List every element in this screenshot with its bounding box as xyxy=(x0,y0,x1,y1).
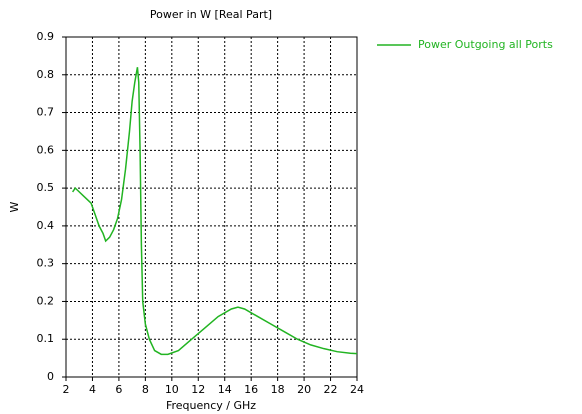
x-tick-label: 16 xyxy=(244,383,258,396)
x-tick-label: 2 xyxy=(63,383,70,396)
y-axis-label: W xyxy=(8,201,21,212)
y-tick-label: 0.7 xyxy=(37,106,55,119)
y-tick-label: 0.3 xyxy=(37,257,55,270)
y-tick-label: 0.5 xyxy=(37,181,55,194)
x-tick-label: 8 xyxy=(142,383,149,396)
y-tick-label: 0.4 xyxy=(37,219,55,232)
x-axis-label: Frequency / GHz xyxy=(166,399,256,412)
x-tick-label: 4 xyxy=(89,383,96,396)
y-tick-label: 0.2 xyxy=(37,294,55,307)
x-tick-label: 24 xyxy=(350,383,364,396)
x-tick-label: 14 xyxy=(218,383,232,396)
y-tick-label: 0.6 xyxy=(37,143,55,156)
legend-label: Power Outgoing all Ports xyxy=(418,38,553,51)
y-tick-label: 0 xyxy=(47,370,54,383)
y-tick-label: 0.1 xyxy=(37,332,55,345)
chart-title: Power in W [Real Part] xyxy=(150,8,272,21)
y-tick-label: 0.8 xyxy=(37,68,55,81)
data-line xyxy=(71,67,358,356)
x-tick-label: 6 xyxy=(115,383,122,396)
x-tick-label: 12 xyxy=(191,383,205,396)
plot-frame xyxy=(65,36,358,378)
x-tick-label: 18 xyxy=(271,383,285,396)
x-tick-label: 20 xyxy=(297,383,311,396)
y-tick-label: 0.9 xyxy=(37,30,55,43)
x-tick-label: 22 xyxy=(324,383,338,396)
x-tick-label: 10 xyxy=(165,383,179,396)
